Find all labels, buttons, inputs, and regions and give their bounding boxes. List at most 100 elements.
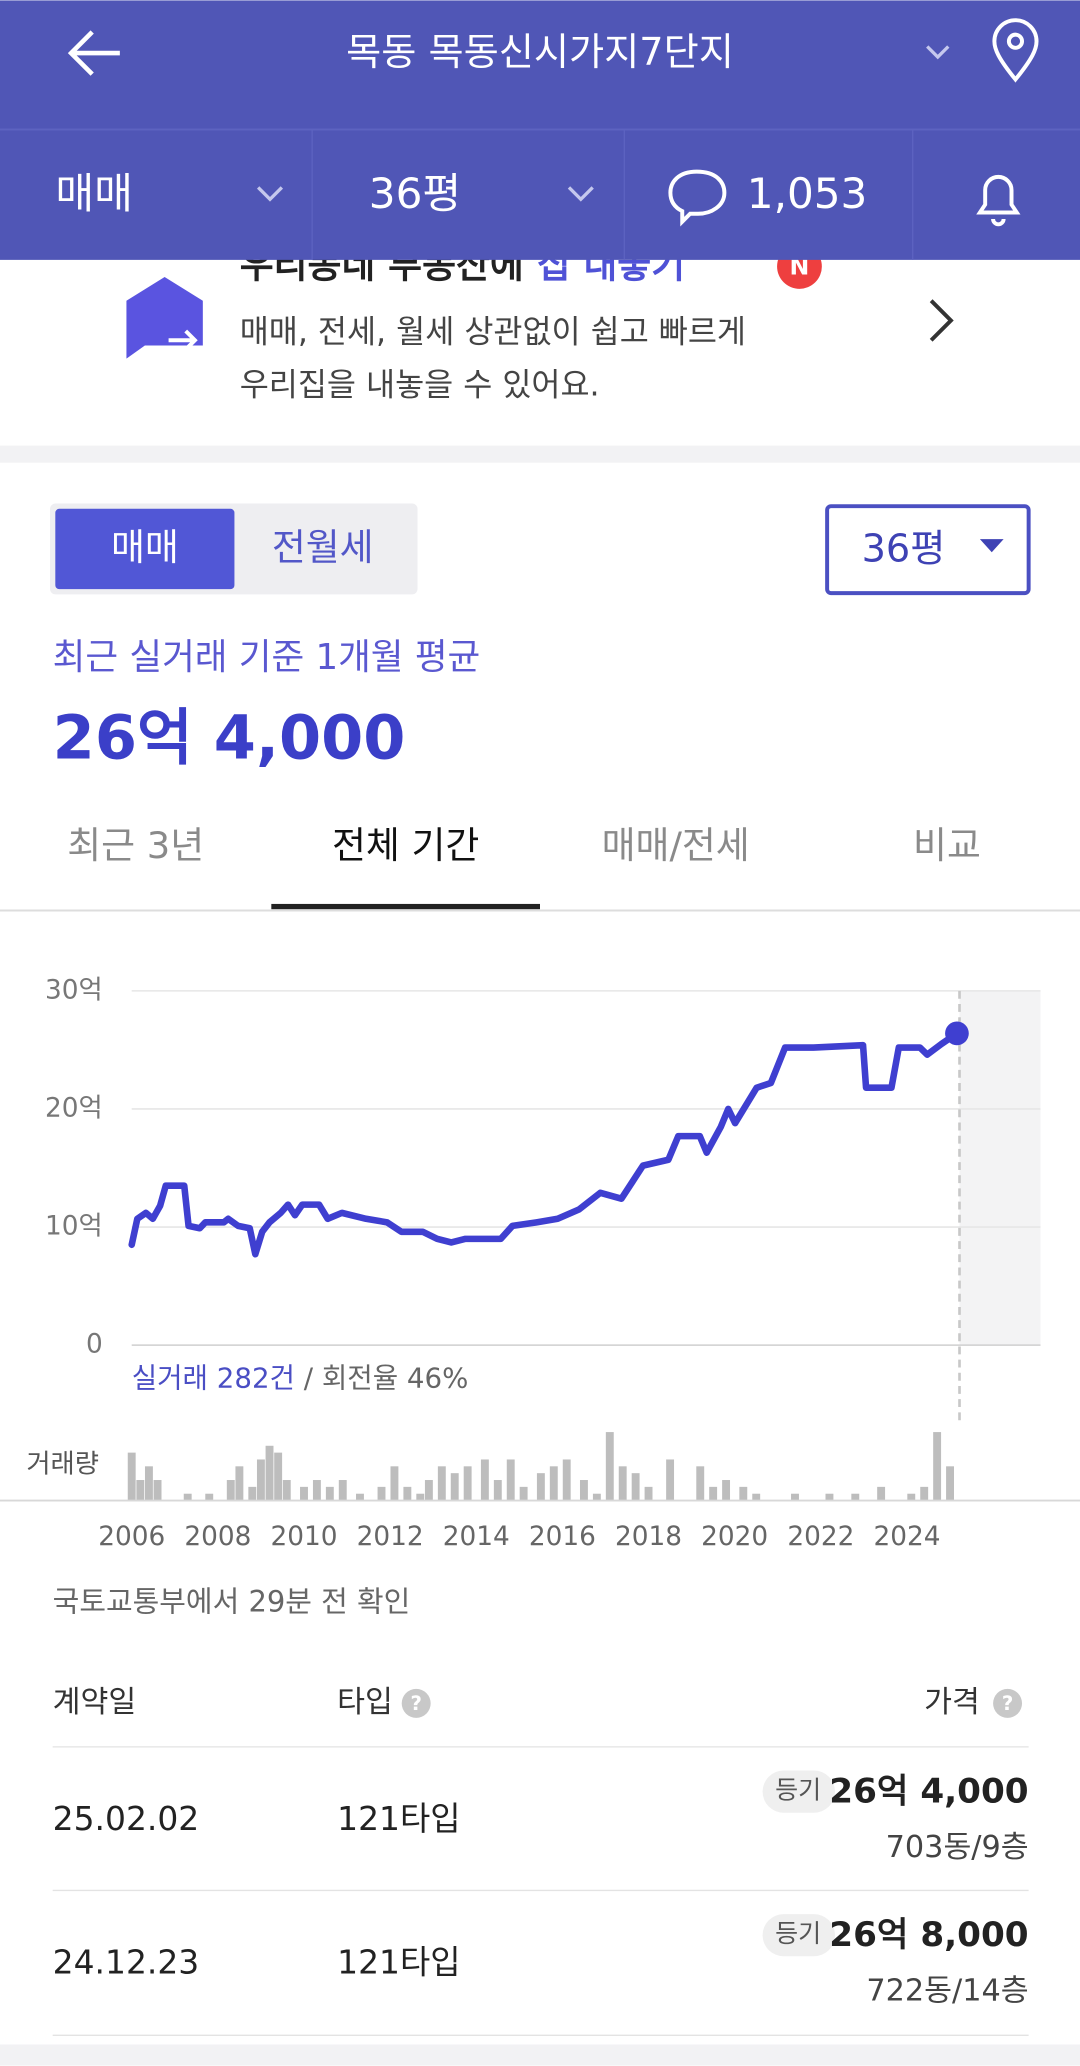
help-icon[interactable] [993, 1688, 1023, 1718]
x-tick-label: 2020 [701, 1522, 768, 1552]
volume-bar [312, 1480, 321, 1501]
map-pin[interactable] [992, 18, 1039, 83]
volume-bar [752, 1493, 761, 1501]
volume-bar [791, 1493, 799, 1501]
badge [762, 1914, 836, 1957]
size-dropdown-text: 36평 [862, 527, 946, 571]
volume-bar [403, 1486, 412, 1501]
banner-line: 매매, 전세, 월세 상관없이 쉽고 빠르게 [240, 315, 746, 351]
x-tick-label: 2014 [443, 1522, 510, 1552]
y-tick-label: 30억 [45, 975, 103, 1005]
size-dropdown[interactable] [825, 504, 1031, 596]
volume-bar [205, 1493, 214, 1501]
stat-rate: / 회전율 46% [295, 1361, 468, 1394]
volume-bar [549, 1466, 558, 1501]
volume-bar [851, 1493, 860, 1501]
volume-bar [356, 1493, 364, 1501]
volume-bar [709, 1486, 718, 1501]
x-tick-label: 2018 [615, 1522, 682, 1552]
x-tick-label: 2008 [184, 1522, 251, 1552]
volume-bar [631, 1473, 640, 1501]
banner-line: 우리집을 내놓을 수 있어요. [240, 367, 600, 403]
x-tick-label: 2024 [873, 1522, 940, 1552]
source-note: 국토교통부에서 29분 전 확인 [53, 1584, 411, 1618]
tab-active[interactable]: 전체 기간 [332, 824, 479, 867]
row-price: 26억 4,000 [829, 1771, 1028, 1811]
deal-filter[interactable]: 매매 [55, 169, 133, 218]
volume-bar [300, 1486, 308, 1501]
volume-bar [493, 1480, 502, 1501]
badge [762, 1770, 836, 1813]
y-tick-label: 0 [86, 1330, 103, 1360]
row-type: 121타입 [337, 1943, 460, 1982]
x-tick-label: 2006 [98, 1522, 165, 1552]
volume-bar [183, 1493, 192, 1501]
row-unit: 703동/9층 [886, 1830, 1029, 1865]
volume-bar [338, 1480, 347, 1501]
future-area [959, 990, 1041, 1346]
x-tick-label: 2016 [529, 1522, 596, 1552]
chevron [567, 186, 594, 202]
separator [0, 445, 1080, 463]
volume-bar [390, 1466, 399, 1501]
volume-bar [282, 1480, 291, 1501]
volume-bar [592, 1493, 601, 1501]
volume-bar [256, 1459, 265, 1501]
banner-chevron[interactable] [929, 299, 954, 342]
price-line [128, 1030, 961, 1258]
comment-icon[interactable] [668, 169, 727, 227]
volume-bar [144, 1466, 153, 1501]
volume-bar [933, 1432, 942, 1501]
title-chevron[interactable] [926, 45, 950, 60]
volume-bar [644, 1486, 653, 1501]
tab[interactable]: 비교 [913, 824, 981, 867]
volume-bar [274, 1452, 283, 1501]
summary-price: 26억 4,000 [53, 704, 406, 774]
help-icon[interactable] [401, 1688, 431, 1718]
bell-icon[interactable] [976, 174, 1021, 227]
badge-text: 등기 [775, 1776, 821, 1805]
x-tick-label: 2022 [787, 1522, 854, 1552]
volume-bar [416, 1493, 425, 1501]
header-title: 목동 목동신시가지7단지 [346, 31, 734, 75]
volume-bar [325, 1486, 334, 1501]
x-tick-label: 2012 [357, 1522, 424, 1552]
volume-bar [579, 1480, 588, 1501]
banner-icon-arrow [168, 329, 198, 351]
comment-count[interactable]: 1,053 [747, 169, 868, 218]
volume-bar [946, 1466, 954, 1501]
tab[interactable]: 매매/전세 [602, 824, 750, 867]
back-button[interactable] [67, 30, 120, 76]
volume-bar [437, 1466, 446, 1501]
column-header: 계약일 [53, 1685, 137, 1720]
volume-bar [153, 1480, 162, 1501]
toggle-active[interactable] [55, 508, 235, 590]
row-date: 24.12.23 [53, 1943, 200, 1982]
row-price: 26억 8,000 [829, 1915, 1028, 1955]
volume-bar [235, 1466, 244, 1501]
volume-bar [825, 1493, 834, 1501]
volume-bar [265, 1445, 274, 1501]
volume-bar [562, 1459, 571, 1501]
volume-bar [506, 1459, 515, 1501]
volume-bar [519, 1486, 528, 1501]
badge-text: 등기 [775, 1919, 821, 1948]
volume-bar [536, 1473, 545, 1501]
volume-bar [127, 1452, 136, 1501]
volume-bar [722, 1480, 731, 1501]
volume-bar [739, 1486, 748, 1501]
x-tick-label: 2010 [270, 1522, 337, 1552]
volume-bar [696, 1466, 705, 1501]
tab[interactable]: 최근 3년 [67, 824, 204, 867]
stat-count: 실거래 282건 [132, 1361, 295, 1394]
toggle-active-text: 매매 [111, 526, 179, 569]
toggle-option[interactable]: 전월세 [272, 526, 374, 569]
bottom-separator [0, 2044, 1080, 2066]
volume-bar [463, 1466, 472, 1501]
row-date: 25.02.02 [53, 1799, 200, 1838]
volume-bar [248, 1486, 257, 1501]
tab-underline [271, 903, 540, 910]
y-tick-label: 20억 [45, 1093, 103, 1123]
size-filter[interactable]: 36평 [369, 169, 461, 218]
